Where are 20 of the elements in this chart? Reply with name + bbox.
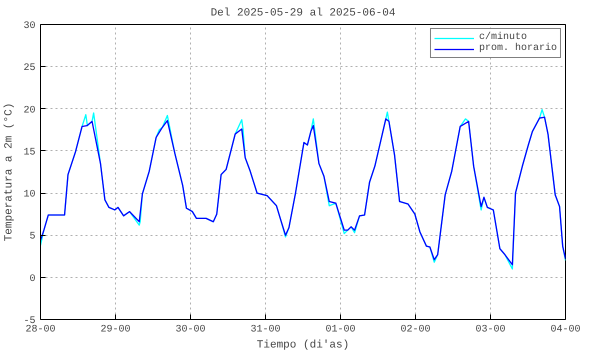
x-tick-label: 28-00	[26, 324, 56, 336]
legend-label: prom. horario	[478, 43, 557, 54]
y-tick-label: 25	[24, 63, 36, 74]
y-tick-label: 20	[24, 105, 36, 116]
y-tick-label: 10	[24, 190, 36, 201]
legend-label: c/minuto	[478, 32, 527, 43]
y-tick-label: 0	[30, 274, 36, 285]
chart-title: Del 2025-05-29 al 2025-06-04	[210, 8, 396, 20]
x-tick-label: 02-00	[400, 324, 431, 336]
y-tick-label: 5	[30, 232, 36, 243]
y-tick-label: 15	[24, 147, 36, 158]
x-tick-label: 31-00	[250, 324, 281, 336]
x-tick-label: 29-00	[100, 324, 131, 336]
y-axis-title: Temperatura a 2m (°C)	[4, 102, 16, 242]
x-axis-title: Tiempo (di'as)	[256, 340, 350, 352]
x-tick-label: 01-00	[326, 324, 356, 336]
y-tick-label: 30	[24, 21, 36, 32]
x-tick-label: 04-00	[550, 324, 581, 336]
x-tick-label: 30-00	[176, 324, 206, 336]
x-tick-label: 03-00	[476, 324, 506, 336]
